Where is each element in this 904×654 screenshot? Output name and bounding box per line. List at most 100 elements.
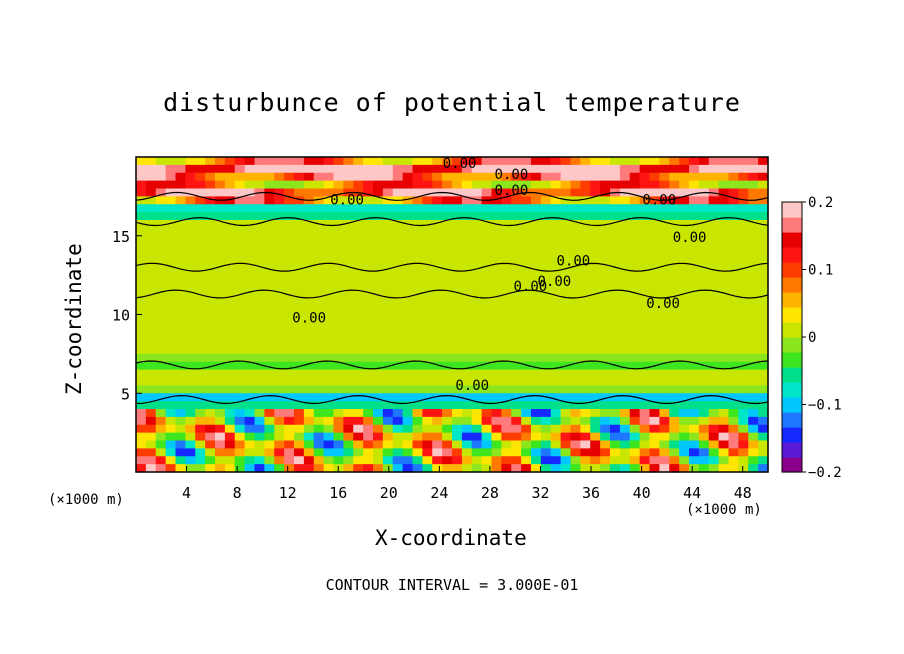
heatmap-cell (738, 314, 749, 323)
heatmap-cell (294, 401, 305, 410)
heatmap-cell (501, 353, 512, 363)
heatmap-cell (639, 275, 651, 284)
heatmap-cell (274, 432, 285, 442)
heatmap-cell (580, 448, 591, 457)
heatmap-cell (600, 251, 611, 260)
heatmap-cell (491, 322, 502, 331)
heatmap-cell (669, 306, 680, 316)
heatmap-cell (402, 212, 414, 221)
heatmap-cell (521, 322, 532, 331)
heatmap-cell (708, 290, 720, 300)
heatmap-cell (758, 275, 769, 284)
heatmap-cell (501, 275, 512, 284)
heatmap-cell (303, 180, 315, 190)
heatmap-cell (195, 456, 206, 465)
heatmap-cell (224, 180, 236, 190)
heatmap-cell (205, 322, 216, 331)
colorbar-swatch (782, 277, 802, 293)
heatmap-cell (718, 401, 730, 410)
colorbar-swatch (782, 352, 802, 368)
heatmap-cell (224, 164, 236, 174)
heatmap-cell (629, 251, 641, 260)
heatmap-cell (610, 456, 621, 465)
heatmap-cell (471, 275, 483, 284)
heatmap-cell (264, 409, 275, 418)
heatmap-cell (363, 220, 374, 229)
heatmap-cell (333, 432, 344, 442)
heatmap-cell (185, 330, 196, 339)
heatmap-cell (728, 306, 739, 316)
heatmap-cell (313, 235, 325, 245)
heatmap-cell (215, 243, 226, 253)
heatmap-cell (145, 385, 157, 394)
heatmap-cell (165, 416, 177, 426)
heatmap-cell (175, 212, 186, 221)
heatmap-cell (649, 251, 660, 260)
heatmap-cell (323, 157, 335, 166)
heatmap-cell (323, 220, 335, 229)
heatmap-cell (195, 164, 206, 174)
heatmap-cell (758, 157, 769, 166)
heatmap-cell (195, 385, 206, 394)
heatmap-cell (145, 267, 157, 276)
heatmap-cell (531, 369, 542, 379)
heatmap-cell (392, 338, 404, 347)
heatmap-cell (195, 377, 206, 386)
heatmap-cell (215, 393, 226, 402)
heatmap-cell (521, 440, 532, 449)
heatmap-cell (145, 235, 157, 245)
heatmap-cell (205, 464, 216, 473)
heatmap-cell (224, 409, 236, 418)
heatmap-cell (382, 353, 394, 363)
heatmap-cell (145, 464, 157, 473)
colorbar-swatch (782, 292, 802, 308)
heatmap-cell (560, 353, 572, 363)
heatmap-cell (560, 330, 572, 339)
heatmap-cell (234, 448, 246, 457)
heatmap-cell (373, 314, 384, 323)
heatmap-cell (185, 385, 196, 394)
heatmap-cell (748, 188, 759, 197)
heatmap-cell (244, 212, 256, 221)
heatmap-cell (639, 243, 651, 253)
heatmap-cell (224, 361, 236, 371)
heatmap-cell (600, 283, 611, 292)
heatmap-cell (461, 259, 473, 268)
heatmap-cell (728, 346, 739, 355)
heatmap-cell (422, 235, 433, 245)
heatmap-cell (244, 353, 256, 363)
heatmap-cell (679, 330, 690, 339)
heatmap-cell (432, 456, 443, 465)
heatmap-cell (363, 290, 374, 300)
heatmap-cell (244, 157, 256, 166)
heatmap-cell (294, 204, 305, 213)
heatmap-cell (274, 322, 285, 331)
heatmap-cell (540, 424, 552, 434)
heatmap-cell (738, 432, 749, 442)
heatmap-cell (205, 330, 216, 339)
heatmap-cell (323, 283, 335, 292)
heatmap-cell (254, 243, 265, 253)
heatmap-cell (323, 330, 335, 339)
heatmap-cell (373, 377, 384, 386)
heatmap-cell (442, 172, 453, 182)
heatmap-cell (580, 283, 591, 292)
heatmap-cell (531, 290, 542, 300)
heatmap-cell (303, 204, 315, 213)
heatmap-cell (639, 440, 651, 449)
heatmap-cell (195, 330, 206, 339)
heatmap-cell (323, 290, 335, 300)
heatmap-cell (432, 180, 443, 190)
heatmap-cell (224, 259, 236, 268)
heatmap-cell (382, 196, 394, 205)
heatmap-cell (580, 298, 591, 308)
x-tick-label: 24 (430, 484, 448, 502)
x-unit-right: (×1000 m) (686, 502, 762, 518)
heatmap-cell (185, 346, 196, 355)
heatmap-cell (679, 298, 690, 308)
heatmap-cell (353, 180, 364, 190)
heatmap-cell (748, 314, 759, 323)
heatmap-cell (570, 164, 581, 174)
heatmap-cell (373, 172, 384, 182)
heatmap-cell (303, 322, 315, 331)
